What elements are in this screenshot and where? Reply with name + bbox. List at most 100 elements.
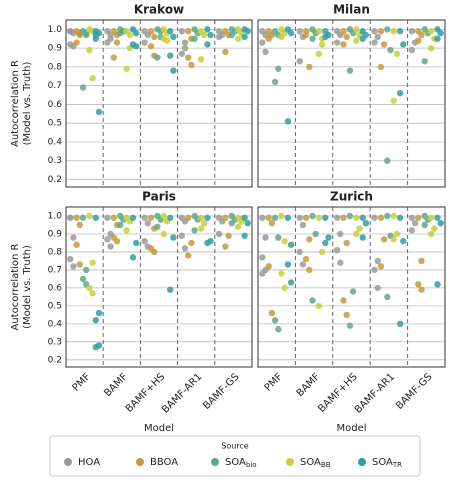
data-point [79,84,87,91]
data-point [185,252,192,259]
data-point [333,39,341,46]
data-point [259,254,266,261]
x-tick-label: BAMF-AR1 [160,371,204,415]
data-point [244,219,251,227]
data-point [110,214,118,221]
data-point [197,225,205,232]
data-point [340,41,347,48]
data-point [92,317,100,324]
data-point [434,281,441,288]
y-tick-label: 0.8 [48,247,63,257]
data-point [343,311,350,319]
data-point [374,257,381,265]
data-point [181,39,189,46]
data-point [340,28,347,35]
data-point [374,33,381,41]
x-tick-label: BAMF [295,371,323,399]
data-point [167,286,174,293]
data-point [353,37,360,44]
data-point [265,214,272,221]
legend-marker [286,458,294,466]
data-point [117,221,124,229]
data-point [374,284,381,292]
data-point [411,219,419,227]
data-point [207,31,214,39]
data-point [141,237,148,245]
legend-marker [136,458,144,466]
data-point [244,28,251,35]
data-point [340,297,347,304]
data-point [418,286,425,293]
x-tick-label: BAMF [102,371,130,399]
data-point [284,118,292,125]
data-point [178,28,185,35]
data-point [359,234,366,241]
data-point [185,54,192,61]
data-point [377,63,385,71]
panel-title: Milan [333,3,370,17]
data-point [104,214,111,221]
y-tick-label: 0.8 [48,62,63,72]
data-point [191,35,198,42]
data-point [178,50,185,57]
panel-frame [257,19,446,188]
data-point [67,214,74,221]
data-point [123,227,130,234]
data-point [222,243,229,250]
legend-label-subscript: TR [392,461,402,469]
data-point [151,248,158,256]
data-point [415,281,422,288]
data-point [275,326,282,333]
data-point [241,232,248,239]
data-point [287,29,295,37]
data-point [76,261,84,268]
legend-box [49,435,421,477]
data-point [296,58,303,65]
data-point [380,41,388,48]
data-point [275,65,282,72]
data-point [284,214,292,221]
data-point [167,52,174,59]
data-point [309,212,316,220]
data-point [371,266,378,274]
legend-label: HOA [78,457,100,468]
data-point [104,236,111,243]
data-point [346,322,354,329]
data-point [133,43,140,50]
data-point [415,37,422,44]
data-point [408,28,416,35]
data-point [123,65,130,72]
y-tick-label: 0.6 [48,100,63,110]
data-point [271,317,279,324]
data-point [170,234,177,241]
data-point [337,230,344,238]
data-point [384,212,391,220]
data-point [89,290,96,297]
data-point [160,230,167,238]
data-point [343,33,350,41]
data-point [86,46,93,54]
data-point [95,108,103,116]
y-tick-label: 0.5 [48,119,62,129]
data-point [110,54,118,61]
data-point [318,248,326,256]
data-point [371,28,378,35]
data-point [262,48,269,56]
data-point [129,254,137,261]
data-point [356,225,363,232]
data-point [185,214,192,221]
data-point [170,33,177,41]
data-point [299,221,307,229]
y-tick-label: 0.4 [48,137,63,147]
data-point [151,33,158,41]
data-point [222,48,229,56]
data-point [284,261,292,268]
data-point [241,214,248,221]
data-point [346,212,354,220]
data-point [73,39,80,46]
data-point [437,219,444,227]
data-point [390,28,397,35]
legend-label-subscript: BB [321,461,331,469]
data-point [235,35,242,42]
